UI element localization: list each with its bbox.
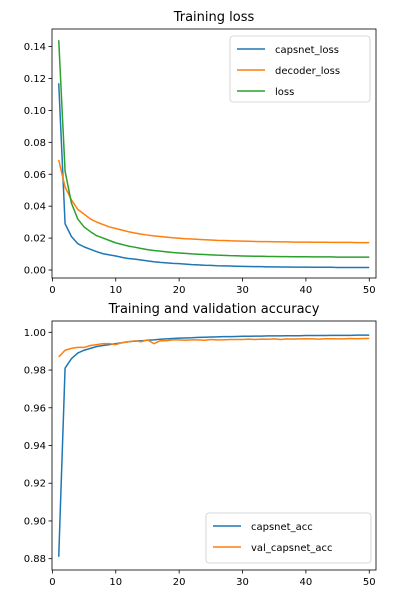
legend-label: capsnet_acc — [251, 522, 313, 533]
x-tick-label: 10 — [109, 577, 122, 588]
legend: capsnet_acc val_capsnet_acc — [205, 512, 372, 564]
legend-label: loss — [275, 87, 294, 98]
y-tick-label: 0.06 — [24, 170, 46, 181]
x-tick-label: 50 — [363, 577, 376, 588]
y-tick-label: 0.88 — [24, 554, 46, 565]
legend-label: decoder_loss — [275, 66, 340, 77]
y-tick-label: 0.10 — [24, 106, 46, 117]
y-tick-label: 0.14 — [24, 42, 46, 53]
x-tick-label: 40 — [300, 285, 313, 296]
training-loss-chart: Training loss 0 10 20 30 40 50 0.00 0.02 0.04 0.06… — [24, 10, 377, 296]
y-tick-label: 0.02 — [24, 234, 46, 245]
x-tick-label: 20 — [173, 285, 186, 296]
y-tick-label: 0.98 — [24, 366, 46, 377]
series-line-loss — [57, 40, 370, 258]
legend-box — [205, 512, 372, 564]
x-tick-label: 50 — [363, 285, 376, 296]
series-line-capsnet-loss — [57, 83, 370, 269]
y-tick-label: 0.00 — [24, 266, 46, 277]
y-tick-label: 0.08 — [24, 138, 46, 149]
y-tick-label: 0.96 — [24, 403, 46, 414]
series-line-val-capsnet-acc — [58, 337, 370, 358]
legend-label: val_capsnet_acc — [251, 543, 333, 554]
legend-label: capsnet_loss — [275, 45, 339, 56]
x-tick-label: 30 — [236, 285, 249, 296]
y-tick-label: 0.92 — [24, 479, 46, 490]
x-tick-label: 10 — [109, 285, 122, 296]
x-tick-label: 20 — [173, 577, 186, 588]
y-tick-label: 1.00 — [24, 328, 46, 339]
y-tick-label: 0.12 — [24, 74, 46, 85]
x-tick-label: 40 — [300, 577, 313, 588]
chart-title: Training loss — [173, 10, 255, 25]
y-tick-label: 0.90 — [24, 516, 46, 527]
x-tick-label: 0 — [49, 285, 55, 296]
x-tick-label: 30 — [236, 577, 249, 588]
y-tick-label: 0.04 — [24, 202, 46, 213]
legend-box — [229, 35, 371, 103]
plot-frame — [51, 28, 377, 279]
series-line-decoder-loss — [57, 159, 370, 244]
y-tick-label: 0.94 — [24, 441, 46, 452]
x-tick-label: 0 — [49, 577, 55, 588]
chart-title: Training and validation accuracy — [108, 302, 320, 317]
training-accuracy-chart: Training and validation accuracy 0 10 20 30 4… — [24, 302, 377, 588]
